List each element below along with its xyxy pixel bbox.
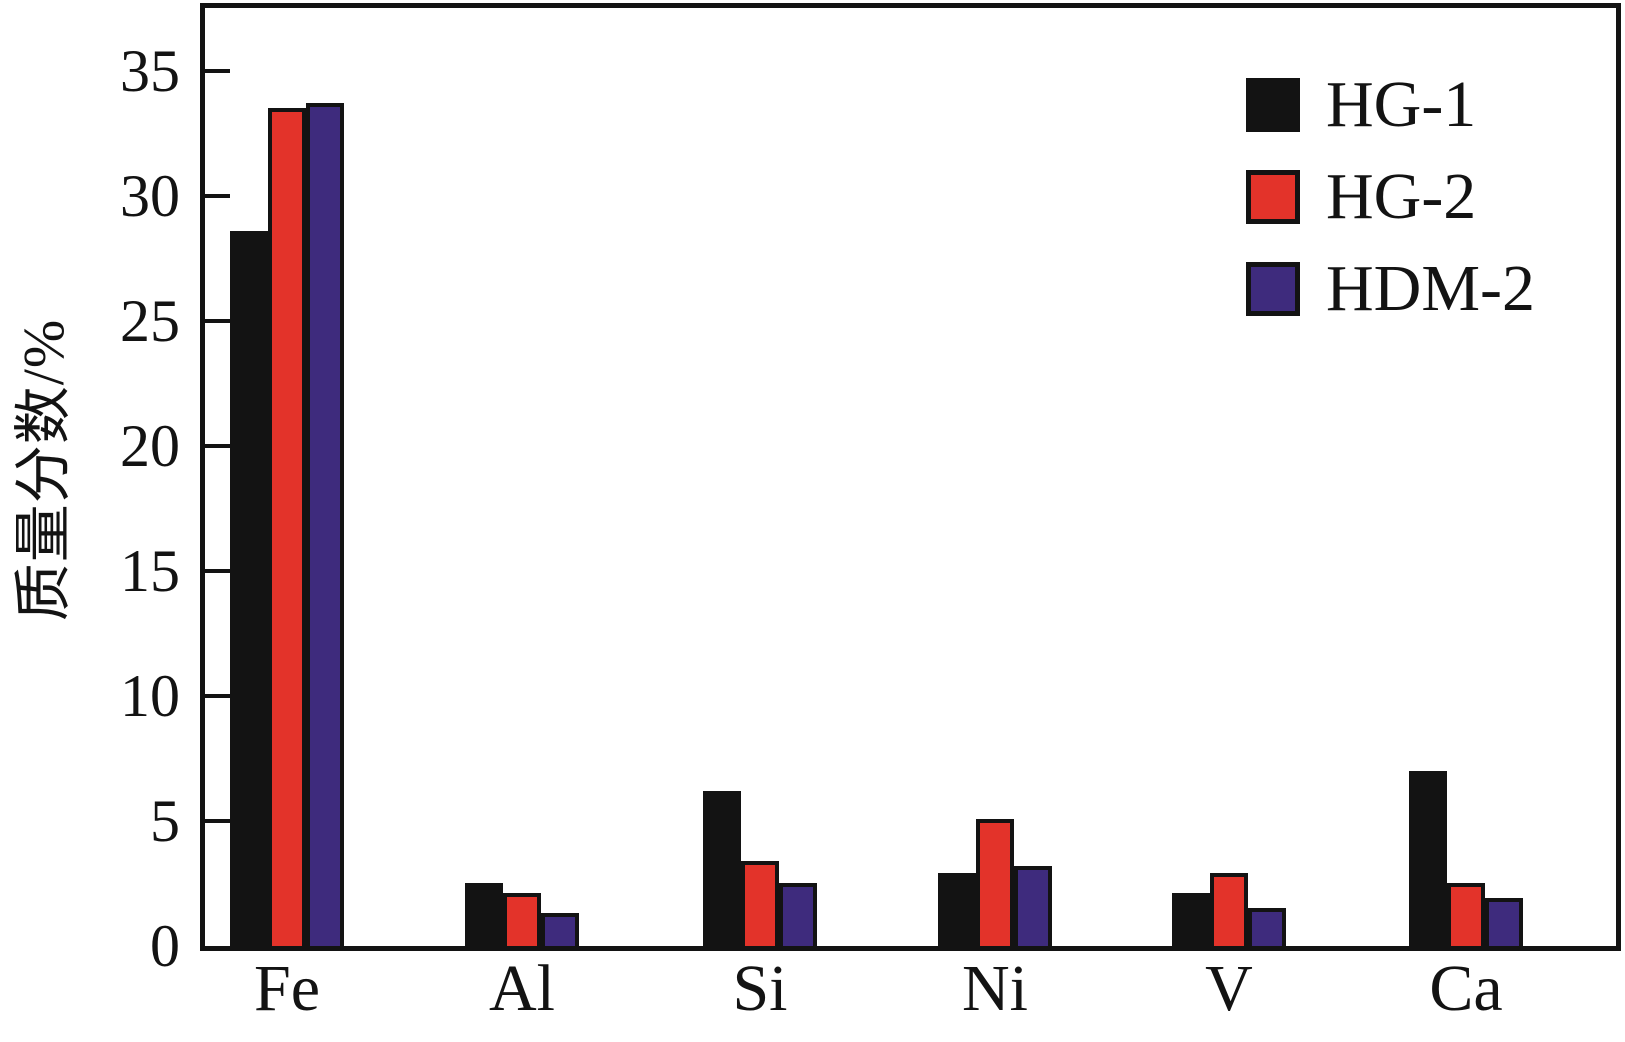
y-axis-tick	[205, 69, 230, 73]
y-axis-tick	[205, 194, 230, 198]
bar-hdm-2-ca	[1485, 898, 1523, 946]
bar-hg-2-al	[503, 893, 541, 946]
y-tick-label: 25	[120, 288, 180, 354]
bar-hg-1-v	[1172, 893, 1210, 946]
x-tick-label-al: Al	[489, 952, 555, 1025]
x-tick-label-ca: Ca	[1429, 952, 1503, 1025]
bar-hg-2-si	[741, 861, 779, 946]
x-tick-label-fe: Fe	[254, 952, 320, 1025]
y-tick-label: 0	[150, 913, 180, 979]
y-tick-label: 5	[150, 788, 180, 854]
legend-item-hdm-2: HDM-2	[1246, 252, 1535, 325]
y-tick-label: 10	[120, 663, 180, 729]
bar-hdm-2-si	[779, 883, 817, 946]
bar-hg-1-ni	[938, 873, 976, 946]
y-axis-tick	[205, 319, 230, 323]
y-axis-tick	[205, 569, 230, 573]
bar-hg-2-fe	[268, 108, 306, 946]
bar-hdm-2-v	[1248, 908, 1286, 946]
legend-label: HDM-2	[1326, 252, 1535, 325]
legend-label: HG-2	[1326, 160, 1477, 233]
bar-hg-2-ni	[976, 819, 1014, 946]
x-tick-label-v: V	[1205, 952, 1253, 1025]
legend: HG-1 HG-2 HDM-2	[1246, 68, 1535, 354]
bar-hg-2-v	[1210, 873, 1248, 946]
bar-hg-1-ca	[1409, 771, 1447, 946]
y-axis-tick	[205, 819, 230, 823]
legend-item-hg-2: HG-2	[1246, 160, 1535, 233]
legend-label: HG-1	[1326, 68, 1477, 141]
bar-hg-2-ca	[1447, 883, 1485, 946]
x-tick-label-si: Si	[732, 952, 788, 1025]
y-axis-tick	[205, 694, 230, 698]
bar-hg-1-si	[703, 791, 741, 946]
bar-hg-1-fe	[230, 231, 268, 946]
legend-swatch-hg-2	[1246, 170, 1300, 224]
y-axis-tick	[205, 444, 230, 448]
bar-hdm-2-ni	[1014, 866, 1052, 946]
x-tick-label-ni: Ni	[962, 952, 1028, 1025]
legend-swatch-hdm-2	[1246, 262, 1300, 316]
y-tick-label: 30	[120, 163, 180, 229]
plot-area	[200, 3, 1621, 951]
y-tick-label: 15	[120, 538, 180, 604]
y-tick-label: 20	[120, 413, 180, 479]
y-tick-label: 35	[120, 38, 180, 104]
legend-item-hg-1: HG-1	[1246, 68, 1535, 141]
bar-hdm-2-fe	[306, 103, 344, 946]
legend-swatch-hg-1	[1246, 78, 1300, 132]
bar-hdm-2-al	[541, 913, 579, 946]
bar-hg-1-al	[465, 883, 503, 946]
